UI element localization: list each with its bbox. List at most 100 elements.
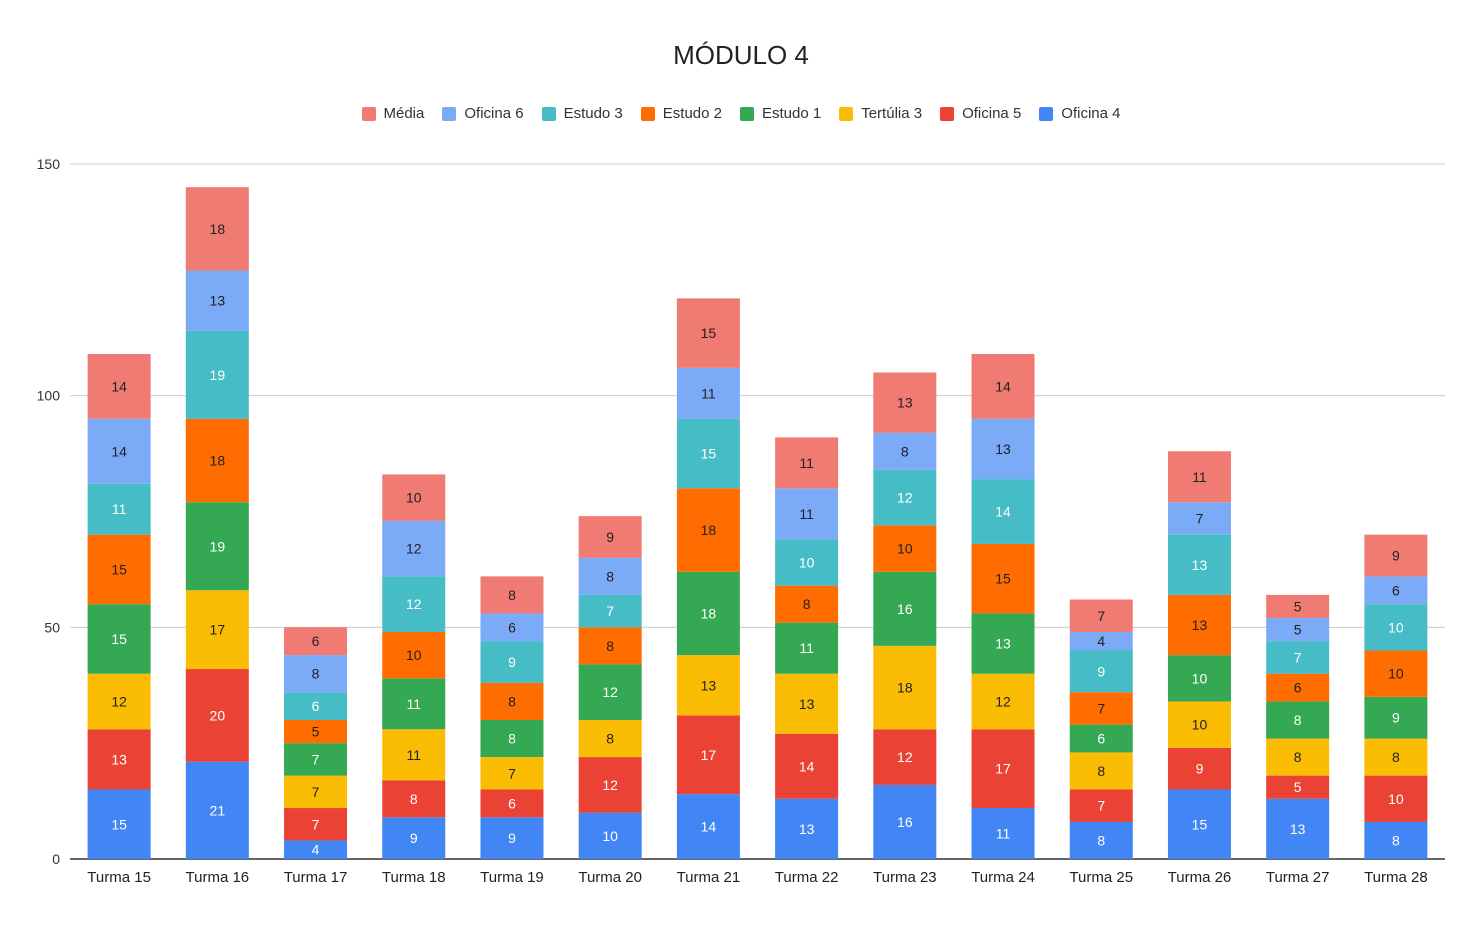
bar-segment[interactable] bbox=[382, 576, 446, 632]
bar-segment[interactable] bbox=[578, 664, 642, 720]
bar-segment[interactable] bbox=[87, 483, 151, 535]
bar-segment[interactable] bbox=[87, 789, 151, 860]
bar-segment[interactable] bbox=[971, 479, 1035, 544]
bar-segment[interactable] bbox=[284, 627, 348, 656]
bar-segment[interactable] bbox=[676, 418, 740, 489]
bar-segment[interactable] bbox=[676, 571, 740, 656]
bar-segment[interactable] bbox=[1069, 724, 1133, 753]
bar-segment[interactable] bbox=[775, 585, 839, 623]
bar-segment[interactable] bbox=[1069, 752, 1133, 790]
bar-segment[interactable] bbox=[578, 812, 642, 859]
bar-segment[interactable] bbox=[1266, 798, 1330, 859]
bar-segment[interactable] bbox=[775, 798, 839, 859]
bar-segment[interactable] bbox=[775, 733, 839, 799]
legend-item[interactable]: Tertúlia 3 bbox=[839, 105, 922, 122]
bar-segment[interactable] bbox=[1266, 738, 1330, 776]
bar-segment[interactable] bbox=[480, 641, 544, 683]
bar-segment[interactable] bbox=[284, 775, 348, 809]
bar-segment[interactable] bbox=[1167, 789, 1231, 860]
bar-segment[interactable] bbox=[87, 418, 151, 484]
bar-segment[interactable] bbox=[873, 432, 937, 470]
bar-segment[interactable] bbox=[578, 594, 642, 628]
bar-segment[interactable] bbox=[480, 720, 544, 758]
bar-segment[interactable] bbox=[185, 590, 249, 670]
bar-segment[interactable] bbox=[676, 488, 740, 572]
bar-segment[interactable] bbox=[578, 557, 642, 595]
legend-item[interactable]: Oficina 4 bbox=[1039, 105, 1121, 122]
bar-segment[interactable] bbox=[480, 576, 544, 614]
bar-segment[interactable] bbox=[1069, 789, 1133, 822]
bar-segment[interactable] bbox=[676, 715, 740, 795]
legend-item[interactable]: Estudo 2 bbox=[640, 105, 722, 122]
bar-segment[interactable] bbox=[873, 525, 937, 572]
bar-segment[interactable] bbox=[284, 840, 348, 859]
bar-segment[interactable] bbox=[873, 645, 937, 730]
bar-segment[interactable] bbox=[1266, 775, 1330, 799]
bar-segment[interactable] bbox=[1069, 692, 1133, 725]
bar-segment[interactable] bbox=[480, 817, 544, 859]
bar-segment[interactable] bbox=[382, 631, 446, 679]
bar-segment[interactable] bbox=[775, 488, 839, 540]
bar-segment[interactable] bbox=[480, 789, 544, 818]
bar-segment[interactable] bbox=[382, 729, 446, 781]
bar-segment[interactable] bbox=[185, 761, 249, 859]
bar-segment[interactable] bbox=[1167, 655, 1231, 702]
bar-segment[interactable] bbox=[873, 729, 937, 785]
bar-segment[interactable] bbox=[1069, 650, 1133, 693]
bar-segment[interactable] bbox=[382, 817, 446, 859]
bar-segment[interactable] bbox=[971, 543, 1035, 614]
bar-segment[interactable] bbox=[185, 669, 249, 762]
bar-segment[interactable] bbox=[1167, 747, 1231, 790]
bar-segment[interactable] bbox=[873, 571, 937, 646]
bar-segment[interactable] bbox=[87, 353, 151, 419]
bar-segment[interactable] bbox=[676, 298, 740, 368]
bar-segment[interactable] bbox=[971, 613, 1035, 674]
bar-segment[interactable] bbox=[480, 757, 544, 790]
bar-segment[interactable] bbox=[1069, 599, 1133, 632]
bar-segment[interactable] bbox=[1266, 701, 1330, 739]
bar-segment[interactable] bbox=[578, 516, 642, 558]
bar-segment[interactable] bbox=[185, 187, 249, 271]
bar-segment[interactable] bbox=[1167, 534, 1231, 595]
bar-segment[interactable] bbox=[185, 502, 249, 591]
bar-segment[interactable] bbox=[1364, 738, 1428, 776]
bar-segment[interactable] bbox=[1266, 618, 1330, 642]
bar-segment[interactable] bbox=[1364, 650, 1428, 697]
bar-segment[interactable] bbox=[775, 539, 839, 586]
bar-segment[interactable] bbox=[873, 469, 937, 526]
bar-segment[interactable] bbox=[971, 673, 1035, 730]
bar-segment[interactable] bbox=[971, 808, 1035, 859]
bar-segment[interactable] bbox=[971, 729, 1035, 809]
bar-segment[interactable] bbox=[185, 270, 249, 331]
bar-segment[interactable] bbox=[1167, 502, 1231, 535]
legend-item[interactable]: Média bbox=[361, 105, 424, 122]
bar-segment[interactable] bbox=[382, 780, 446, 818]
bar-segment[interactable] bbox=[382, 678, 446, 730]
bar-segment[interactable] bbox=[1364, 604, 1428, 651]
bar-segment[interactable] bbox=[1069, 821, 1133, 859]
bar-segment[interactable] bbox=[284, 720, 348, 744]
bar-segment[interactable] bbox=[1167, 451, 1231, 503]
bar-segment[interactable] bbox=[676, 794, 740, 859]
bar-segment[interactable] bbox=[873, 372, 937, 433]
bar-segment[interactable] bbox=[775, 673, 839, 734]
bar-segment[interactable] bbox=[578, 757, 642, 813]
bar-segment[interactable] bbox=[382, 474, 446, 521]
bar-segment[interactable] bbox=[1266, 641, 1330, 674]
bar-segment[interactable] bbox=[185, 418, 249, 503]
bar-segment[interactable] bbox=[578, 720, 642, 758]
bar-segment[interactable] bbox=[284, 655, 348, 693]
bar-segment[interactable] bbox=[676, 655, 740, 716]
bar-segment[interactable] bbox=[480, 613, 544, 642]
bar-segment[interactable] bbox=[1364, 576, 1428, 605]
bar-segment[interactable] bbox=[1167, 701, 1231, 748]
legend-item[interactable]: Oficina 5 bbox=[940, 105, 1021, 122]
bar-segment[interactable] bbox=[873, 784, 937, 859]
bar-segment[interactable] bbox=[1364, 821, 1428, 859]
bar-segment[interactable] bbox=[284, 743, 348, 776]
bar-segment[interactable] bbox=[1364, 534, 1428, 577]
bar-segment[interactable] bbox=[1266, 673, 1330, 702]
bar-segment[interactable] bbox=[1364, 775, 1428, 822]
bar-segment[interactable] bbox=[87, 534, 151, 605]
bar-segment[interactable] bbox=[1364, 696, 1428, 739]
